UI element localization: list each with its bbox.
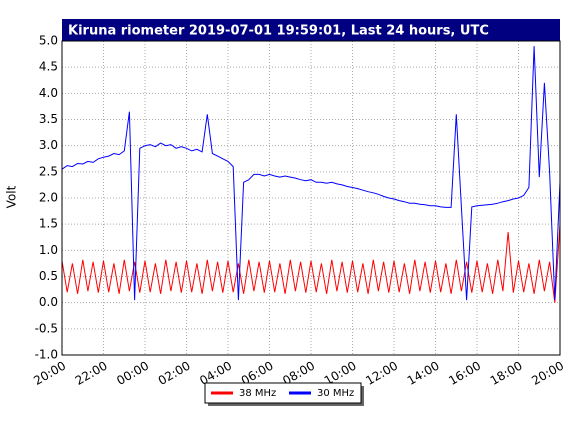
y-tick-label: 1.5 bbox=[39, 217, 58, 231]
y-tick-label: 3.5 bbox=[39, 112, 58, 126]
y-tick-label: -0.5 bbox=[35, 321, 58, 335]
legend-label: 30 MHz bbox=[317, 388, 354, 399]
x-tick-label: 02:00 bbox=[156, 359, 193, 388]
plot-frame bbox=[61, 40, 561, 356]
y-tick-label: -1.0 bbox=[35, 348, 58, 362]
y-tick-label: 5.0 bbox=[39, 34, 58, 48]
x-tick-label: 18:00 bbox=[488, 359, 525, 388]
y-axis-label: Volt bbox=[5, 185, 19, 208]
x-tick-label: 20:00 bbox=[529, 359, 566, 388]
y-tick-label: 0.0 bbox=[39, 295, 58, 309]
legend-label: 38 MHz bbox=[239, 388, 276, 399]
title-bar bbox=[62, 19, 560, 41]
y-tick-label: 1.0 bbox=[39, 243, 58, 257]
x-tick-label: 12:00 bbox=[363, 359, 400, 388]
x-tick-label: 14:00 bbox=[405, 359, 442, 388]
x-tick-label: 00:00 bbox=[114, 359, 151, 388]
x-tick-label: 20:00 bbox=[31, 359, 68, 388]
y-tick-label: 4.5 bbox=[39, 60, 58, 74]
y-tick-label: 3.0 bbox=[39, 138, 58, 152]
series-line bbox=[61, 224, 561, 303]
legend-box bbox=[204, 382, 362, 404]
y-tick-label: 2.0 bbox=[39, 191, 58, 205]
y-tick-label: 4.0 bbox=[39, 86, 58, 100]
x-tick-label: 16:00 bbox=[446, 359, 483, 388]
chart-title: Kiruna riometer 2019-07-01 19:59:01, Las… bbox=[68, 24, 489, 39]
y-tick-label: 0.5 bbox=[39, 269, 58, 283]
series-line bbox=[61, 46, 561, 301]
x-tick-label: 22:00 bbox=[73, 359, 110, 388]
y-tick-label: 2.5 bbox=[39, 164, 58, 178]
